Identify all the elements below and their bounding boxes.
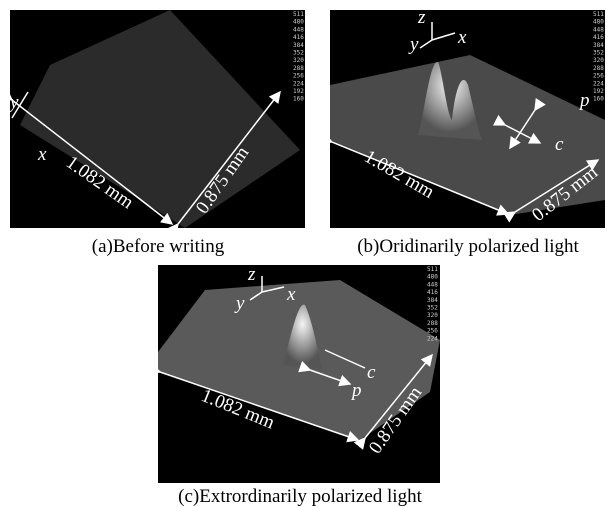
scale-label: 352 [293,50,304,57]
scale-label: 192 [293,88,304,95]
panel-c: z y x c p 1.082 mm 0.875 mm 511480448416… [158,264,440,483]
scale-label: 384 [593,42,604,49]
axis-label: y [8,92,19,113]
scale-label: 384 [427,297,438,304]
scale-label: 288 [427,320,438,327]
caption: (c)Extrordinarily polarized light [178,486,422,507]
axis-label: x [37,144,47,165]
scale-label: 448 [293,26,304,33]
scale-label: 511 [427,266,438,273]
scale-label: 160 [593,96,604,103]
scale-label: 256 [293,73,304,80]
scale-label: 480 [293,19,304,26]
scale-label: 416 [293,34,304,41]
axis-label: c [367,362,376,383]
axis-label: p [578,90,590,111]
scale-label: 480 [593,19,604,26]
scale-label: 384 [293,42,304,49]
axis-label: y [408,34,419,55]
axis-label: p [350,380,362,401]
scale-label: 320 [593,57,604,64]
axis-label: z [417,7,426,28]
panel-a: y x 1.082 mm 0.875 mm 511480448416384352… [8,10,305,228]
scale-label: 416 [593,34,604,41]
scale-label: 160 [293,96,304,103]
axis-label: x [457,27,467,48]
scale-label: 224 [427,335,438,342]
scale-label: 416 [427,289,438,296]
figure: y x 1.082 mm 0.875 mm 511480448416384352… [0,0,610,507]
scale-label: 256 [427,328,438,335]
scale-label: 288 [293,65,304,72]
scale-label: 224 [593,80,604,87]
scale-label: 511 [293,11,304,18]
caption: (a)Before writing [92,236,225,257]
scale-label: 352 [427,305,438,312]
scale-label: 256 [593,73,604,80]
caption: (b)Oridinarily polarized light [357,236,579,257]
axis-label: y [234,293,245,314]
axis-label: c [555,134,564,155]
scale-label: 288 [593,65,604,72]
scale-label: 352 [593,50,604,57]
page: {"panels": [ {"caption": "(a)Before writ… [0,0,610,507]
panel-b: z y x p c 1.082 mm 0.875 mm 511480448416… [330,7,605,228]
scale-label: 320 [293,57,304,64]
axis-label: x [286,284,296,305]
axis-label: z [247,264,256,285]
scale-label: 480 [427,274,438,281]
scale-label: 192 [593,88,604,95]
scale-label: 448 [593,26,604,33]
scale-label: 448 [427,281,438,288]
scale-label: 320 [427,312,438,319]
scale-label: 511 [593,11,604,18]
scale-label: 224 [293,80,304,87]
